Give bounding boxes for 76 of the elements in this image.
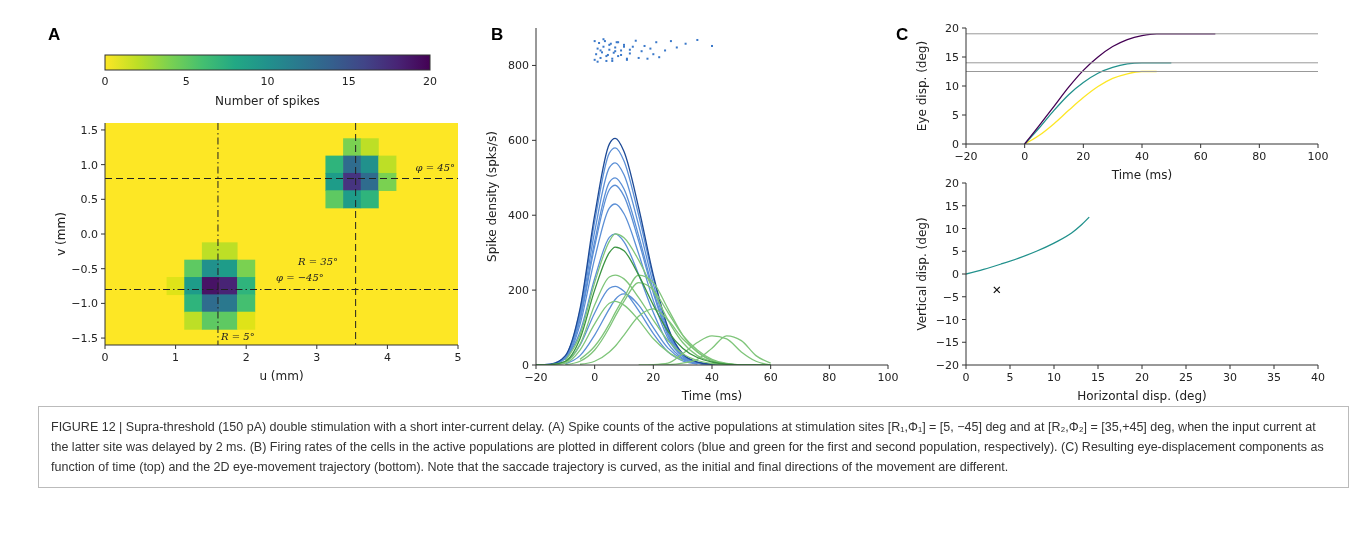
x-tick-label: 80: [1252, 150, 1267, 163]
y-tick-label: −0.5: [71, 262, 98, 276]
x-tick-label: 60: [1193, 150, 1208, 163]
y-axis-title: Eye disp. (deg): [915, 40, 929, 132]
x-tick-label: 60: [763, 371, 778, 384]
annotation: φ = −45°: [276, 272, 324, 283]
x-tick-label: 100: [877, 371, 899, 384]
x-tick-label: 1: [172, 351, 180, 364]
x-tick-label: 0: [1021, 150, 1029, 163]
x-tick-label: 0: [962, 371, 970, 384]
annotation: R = 35°: [297, 256, 338, 267]
caption: FIGURE 12 | Supra-threshold (150 pA) double stimulation with a short inter-current delay. (A) Spike counts of the active populations at stimulation sites [R₁,Φ₁] = [5, −45] deg and at [R₂,Φ₂] = [35,+45] deg, when the input current at the latter site was delayed by 2 ms. (B) Firing rates of the cells in the active populations are plotted in different colors (blue and green for the first and second population, respectively). (C) Resulting eye-displacement components as function of time (top) and the 2D eye-movement trajectory (bottom). Note that the saccade trajectory is curved, as the initial and final directions of the movement are different.: [51, 419, 1325, 476]
y-tick-label: 5: [952, 109, 959, 122]
y-tick-label: −1.5: [71, 332, 98, 346]
y-tick-label: 20: [945, 177, 959, 190]
x-tick-label: 40: [705, 371, 719, 384]
color-bar-label: 0: [101, 75, 109, 88]
chart-title: A: [48, 25, 61, 44]
chart-title: B: [491, 25, 504, 44]
x-tick-label: 40: [1311, 371, 1325, 384]
y-tick-label: −20: [935, 359, 959, 372]
x-tick-label: 25: [1179, 371, 1193, 384]
y-tick-label: −10: [935, 313, 959, 327]
color-bar-label: 10: [260, 75, 275, 88]
x-tick-label: 20: [1076, 150, 1091, 163]
chart-title: C: [896, 25, 909, 44]
x-tick-label: 5: [454, 351, 462, 364]
x-tick-label: 80: [822, 371, 837, 384]
x-tick-label: 5: [1006, 371, 1014, 384]
y-tick-label: 800: [508, 59, 529, 73]
x-tick-label: 15: [1091, 371, 1105, 384]
x-tick-label: 20: [646, 371, 661, 384]
y-tick-label: 20: [945, 22, 959, 35]
x-tick-label: 0: [591, 371, 599, 384]
x-tick-label: 20: [1135, 371, 1149, 384]
y-axis-title: v (mm): [54, 212, 68, 256]
x-axis-title: Time (ms): [680, 389, 743, 403]
y-tick-label: 10: [945, 222, 959, 236]
annotation: φ = 45°: [415, 162, 455, 173]
y-tick-label: 200: [508, 284, 529, 298]
y-tick-label: 400: [508, 209, 529, 223]
y-tick-label: 1.0: [80, 158, 98, 172]
x-tick-label: −20: [524, 371, 548, 384]
y-tick-label: 0: [952, 268, 959, 281]
color-bar-label: 15: [341, 75, 356, 88]
x-axis-title: u (mm): [259, 369, 304, 383]
x-axis-title: Horizontal disp. (deg): [1077, 389, 1207, 403]
y-tick-label: 15: [945, 199, 959, 213]
x-tick-label: 3: [313, 351, 321, 364]
x-tick-label: 35: [1267, 371, 1281, 384]
x-tick-label: 10: [1047, 371, 1061, 384]
x-tick-label: 4: [383, 351, 391, 364]
y-axis-title: Spike density (spks/s): [485, 131, 499, 262]
y-tick-label: 0: [952, 138, 959, 151]
y-tick-label: −5: [942, 290, 959, 304]
color-bar-label: 20: [423, 75, 437, 88]
y-tick-label: 0.5: [80, 193, 98, 207]
x-tick-label: 30: [1223, 371, 1237, 384]
y-tick-label: 0.0: [80, 228, 98, 241]
x-tick-label: 2: [242, 351, 250, 364]
y-tick-label: −15: [935, 336, 959, 350]
color-bar-label: 5: [182, 75, 190, 88]
x-tick-label: 0: [101, 351, 109, 364]
y-tick-label: 600: [508, 134, 529, 148]
y-axis-title: Vertical disp. (deg): [915, 217, 929, 331]
x-tick-label: 40: [1135, 150, 1149, 163]
annotation: R = 5°: [220, 331, 255, 342]
y-tick-label: 0: [522, 359, 529, 372]
x-tick-label: 100: [1307, 150, 1329, 163]
y-tick-label: 5: [952, 245, 959, 259]
x-axis-title: Time (ms): [1110, 168, 1173, 182]
y-tick-label: −1.0: [71, 297, 98, 311]
color-bar-title: Number of spikes: [215, 94, 320, 108]
y-tick-label: 10: [945, 80, 959, 93]
y-tick-label: 1.5: [80, 123, 98, 137]
y-tick-label: 15: [945, 51, 959, 64]
